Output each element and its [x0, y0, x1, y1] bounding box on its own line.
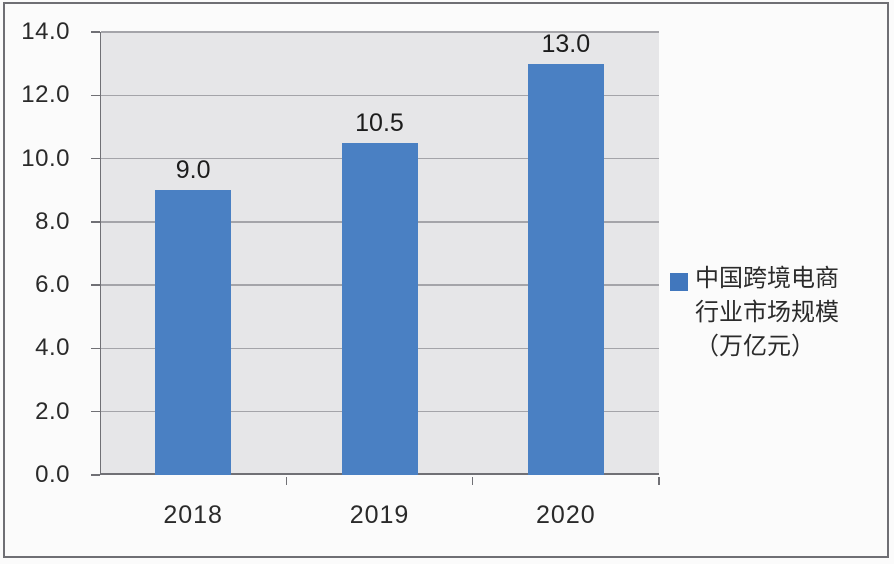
- y-axis-tick-label: 10.0: [21, 144, 70, 172]
- legend-swatch-icon: [670, 273, 688, 291]
- gridline: [101, 31, 659, 33]
- y-axis-tick-label: 8.0: [35, 207, 70, 235]
- bar-2020: [527, 63, 604, 475]
- legend-label-line: 中国跨境电商: [695, 265, 839, 292]
- bar-value-label: 9.0: [175, 156, 211, 185]
- y-axis-tick: [91, 410, 100, 413]
- y-axis-tick: [91, 347, 100, 350]
- y-axis-tick: [91, 157, 100, 160]
- y-axis-tick-label: 6.0: [35, 271, 70, 299]
- legend-label-line: （万亿元）: [695, 333, 815, 360]
- x-axis-tick: [658, 477, 660, 485]
- y-axis-tick-label: 0.0: [35, 461, 70, 488]
- y-axis-tick-label: 2.0: [35, 397, 70, 425]
- y-axis-tick: [91, 474, 100, 476]
- bar-value-label: 10.5: [355, 108, 404, 137]
- y-axis-tick: [91, 31, 100, 33]
- y-axis-tick-label: 12.0: [21, 81, 70, 109]
- gridline: [101, 94, 659, 97]
- x-axis-tick: [285, 477, 288, 485]
- x-axis-label: 2018: [163, 501, 223, 529]
- y-axis-tick: [91, 94, 100, 97]
- y-axis-tick-label: 4.0: [35, 334, 70, 362]
- x-axis-tick: [471, 477, 474, 485]
- y-axis-tick: [91, 221, 100, 223]
- bar-2018: [155, 190, 232, 475]
- bar-value-label: 13.0: [541, 29, 591, 58]
- legend-label: 中国跨境电商 行业市场规模 （万亿元）: [695, 262, 894, 364]
- y-axis-tick: [91, 284, 100, 286]
- x-axis-label: 2019: [349, 501, 410, 529]
- legend-label-line: 行业市场规模: [695, 299, 839, 326]
- y-axis-tick-label: 14.0: [21, 18, 70, 45]
- bar-2019: [341, 142, 418, 475]
- x-axis-label: 2020: [536, 501, 596, 529]
